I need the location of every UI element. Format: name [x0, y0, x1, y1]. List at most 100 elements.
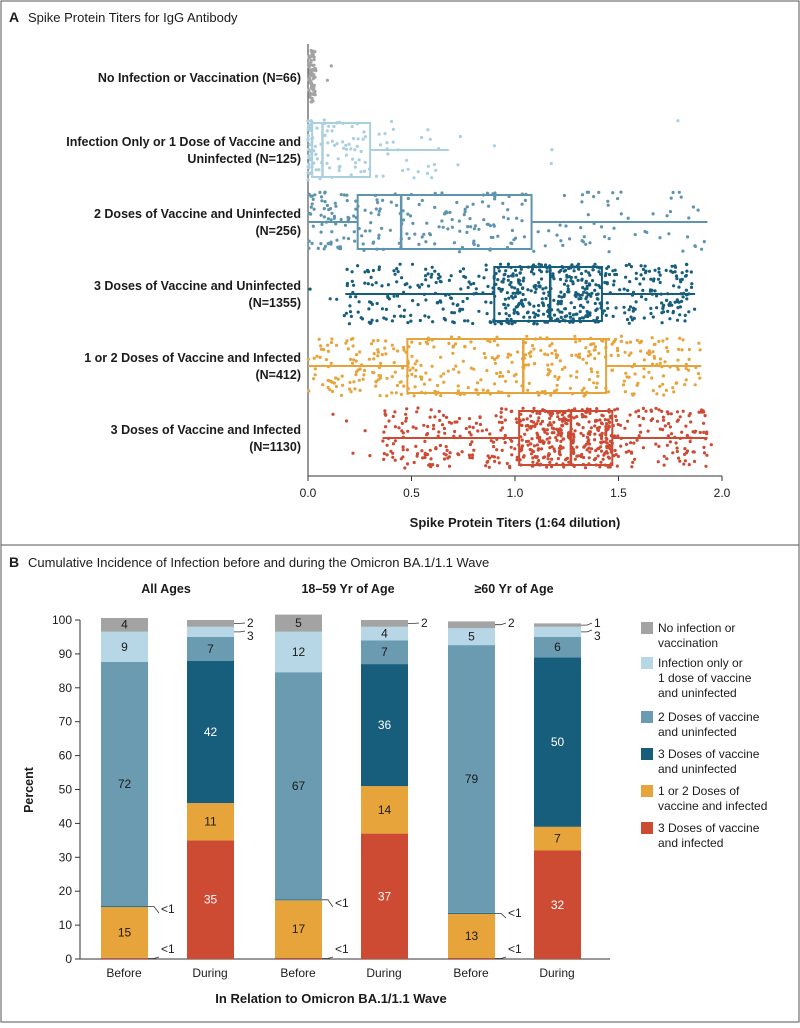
scatter-point [341, 384, 344, 387]
scatter-point [379, 143, 382, 146]
scatter-point [426, 432, 429, 435]
scatter-point [431, 365, 434, 368]
scatter-point [661, 339, 664, 342]
scatter-point [637, 415, 640, 418]
scatter-point [555, 439, 558, 442]
scatter-point [430, 176, 433, 179]
scatter-point [309, 288, 312, 291]
scatter-point [419, 364, 422, 367]
scatter-point [311, 64, 314, 67]
scatter-point [310, 206, 313, 209]
scatter-point [452, 368, 455, 371]
scatter-point [361, 317, 364, 320]
legend-label: vaccine and infected [658, 799, 767, 813]
scatter-point [636, 339, 639, 342]
scatter-point [314, 153, 317, 156]
scatter-point [349, 295, 352, 298]
scatter-point [484, 356, 487, 359]
scatter-point [517, 282, 520, 285]
scatter-point [477, 228, 480, 231]
scatter-point [369, 221, 372, 224]
scatter-point [665, 269, 668, 272]
scatter-point [546, 428, 549, 431]
scatter-point [685, 378, 688, 381]
panel-a-letter: A [9, 9, 19, 25]
scatter-point [332, 125, 335, 128]
scatter-point [604, 418, 607, 421]
bar-segment [187, 627, 234, 637]
scatter-point [384, 339, 387, 342]
scatter-point [683, 319, 686, 322]
scatter-point [350, 338, 353, 341]
legend-label: and uninfected [658, 762, 737, 776]
scatter-point [588, 420, 591, 423]
bar-segment [448, 958, 495, 959]
scatter-point [418, 286, 421, 289]
scatter-point [348, 304, 351, 307]
group-title-18-59: 18–59 Yr of Age [301, 582, 394, 596]
scatter-point [433, 270, 436, 273]
scatter-point [348, 143, 351, 146]
scatter-point [593, 433, 596, 436]
scatter-point [593, 357, 596, 360]
scatter-point [509, 353, 512, 356]
scatter-point [500, 407, 503, 410]
scatter-point [613, 408, 616, 411]
scatter-point [669, 210, 672, 213]
scatter-point [672, 284, 675, 287]
scatter-point [636, 439, 639, 442]
scatter-point [559, 453, 562, 456]
scatter-point [583, 235, 586, 238]
scatter-point [687, 369, 690, 372]
scatter-point [597, 429, 600, 432]
scatter-point [411, 263, 414, 266]
scatter-point [472, 426, 475, 429]
scatter-point [530, 449, 533, 452]
scatter-point [382, 458, 385, 461]
scatter-point [520, 299, 523, 302]
scatter-point [327, 125, 330, 128]
group-label: No Infection or Vaccination (N=66) [98, 71, 301, 85]
scatter-point [401, 169, 404, 172]
scatter-point [367, 307, 370, 310]
scatter-point [515, 380, 518, 383]
scatter-point [429, 138, 432, 141]
scatter-point [403, 309, 406, 312]
y-tick-label: 20 [59, 884, 73, 898]
y-tick-label: 50 [59, 783, 73, 797]
bar-value-label: 5 [295, 616, 302, 630]
scatter-point [379, 377, 382, 380]
scatter-point [542, 313, 545, 316]
scatter-point [685, 270, 688, 273]
scatter-point [353, 230, 356, 233]
scatter-point [458, 417, 461, 420]
scatter-point [445, 211, 448, 214]
scatter-point [561, 424, 564, 427]
scatter-point [415, 410, 418, 413]
scatter-point [372, 269, 375, 272]
scatter-point [657, 267, 660, 270]
scatter-point [662, 419, 665, 422]
scatter-point [504, 298, 507, 301]
bar-value-label: 11 [204, 815, 217, 829]
scatter-point [363, 170, 366, 173]
scatter-point [581, 193, 584, 196]
scatter-point [346, 199, 349, 202]
scatter-point [560, 316, 563, 319]
scatter-point [395, 204, 398, 207]
scatter-point [384, 352, 387, 355]
scatter-point [320, 231, 323, 234]
scatter-point [393, 295, 396, 298]
scatter-point [325, 162, 328, 165]
scatter-point [308, 65, 311, 68]
scatter-point [613, 273, 616, 276]
scatter-point [451, 226, 454, 229]
legend-label: and uninfected [658, 725, 737, 739]
scatter-point [439, 280, 442, 283]
scatter-point [704, 465, 707, 468]
scatter-point [321, 383, 324, 386]
scatter-point [333, 144, 336, 147]
scatter-point [644, 265, 647, 268]
scatter-point [623, 427, 626, 430]
scatter-point [640, 264, 643, 267]
